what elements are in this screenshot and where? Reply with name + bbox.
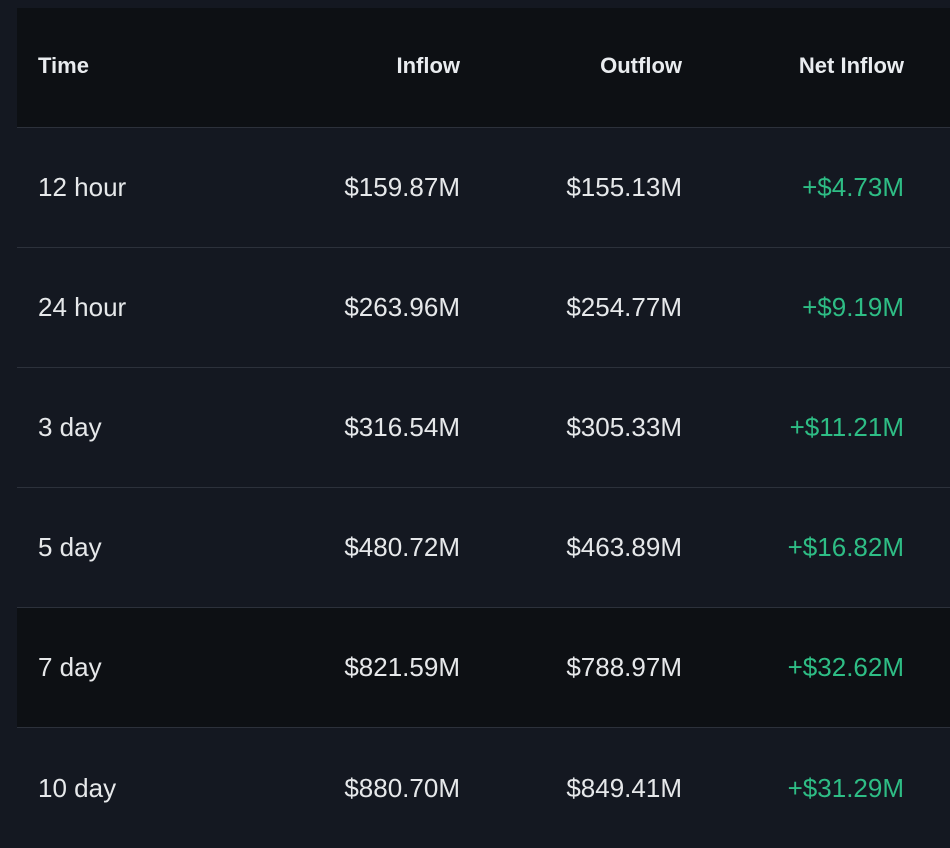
table-row: 3 day $316.54M $305.33M +$11.21M	[17, 368, 950, 488]
inflow-cell: $880.70M	[344, 772, 460, 803]
inflow-cell: $316.54M	[344, 412, 460, 442]
table-row: 12 hour $159.87M $155.13M +$4.73M	[17, 128, 950, 248]
header-inflow[interactable]: Inflow	[396, 52, 460, 78]
outflow-cell: $849.41M	[566, 772, 682, 803]
time-cell: 7 day	[38, 652, 102, 682]
flow-table: Time Inflow Outflow Net Inflow 12 hour $…	[17, 8, 950, 830]
outflow-cell: $254.77M	[566, 292, 682, 322]
header-net-inflow[interactable]: Net Inflow	[798, 52, 904, 78]
net-inflow-cell: +$11.21M	[789, 412, 904, 442]
header-time[interactable]: Time	[38, 52, 89, 78]
time-cell: 12 hour	[38, 172, 127, 202]
net-inflow-cell: +$4.73M	[802, 172, 904, 202]
header-outflow[interactable]: Outflow	[600, 52, 682, 78]
inflow-cell: $480.72M	[344, 532, 460, 562]
outflow-cell: $155.13M	[566, 172, 682, 202]
table-row: 5 day $480.72M $463.89M +$16.82M	[17, 488, 950, 608]
inflow-cell: $263.96M	[344, 292, 460, 322]
net-inflow-cell: +$31.29M	[787, 772, 904, 803]
table-header: Time Inflow Outflow Net Inflow	[17, 8, 950, 128]
time-cell: 5 day	[38, 532, 102, 562]
outflow-cell: $788.97M	[566, 652, 682, 682]
time-cell: 3 day	[38, 412, 102, 442]
net-inflow-cell: +$32.62M	[787, 652, 904, 682]
time-cell: 10 day	[38, 772, 117, 803]
net-inflow-cell: +$9.19M	[802, 292, 904, 322]
time-cell: 24 hour	[38, 292, 127, 322]
table-row: 7 day $821.59M $788.97M +$32.62M	[17, 608, 950, 728]
inflow-cell: $821.59M	[344, 652, 460, 682]
table-row: 24 hour $263.96M $254.77M +$9.19M	[17, 248, 950, 368]
outflow-cell: $305.33M	[566, 412, 682, 442]
inflow-cell: $159.87M	[344, 172, 460, 202]
outflow-cell: $463.89M	[566, 532, 682, 562]
net-inflow-cell: +$16.82M	[787, 532, 904, 562]
table-row: 10 day $880.70M $849.41M +$31.29M	[17, 728, 950, 848]
